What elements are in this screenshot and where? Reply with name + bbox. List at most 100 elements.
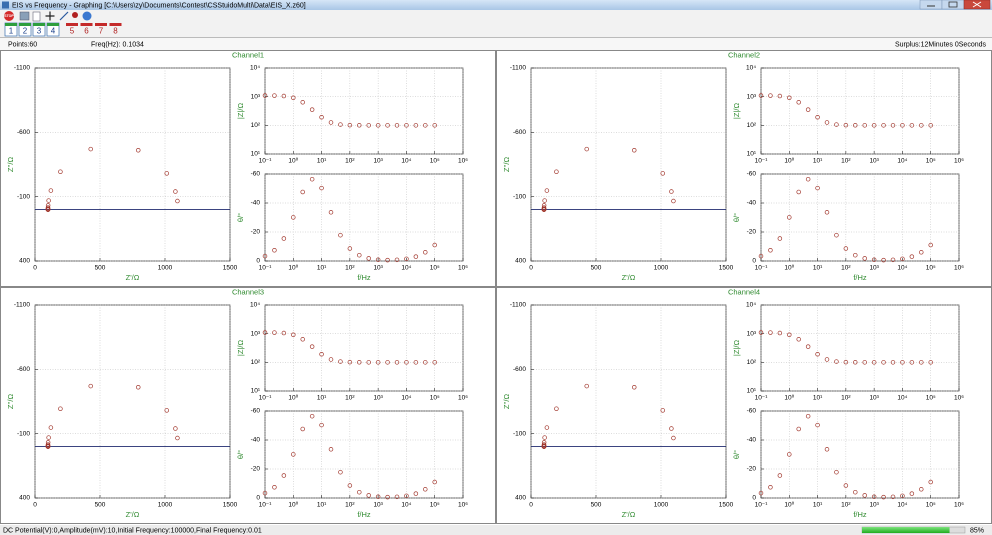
data-point: [262, 330, 268, 335]
x-tick-label: 10²: [841, 265, 851, 272]
tab-label[interactable]: 4: [51, 27, 56, 36]
data-point: [796, 100, 801, 105]
x-tick-label: 500: [95, 265, 106, 272]
data-point: [824, 447, 830, 452]
stop-button[interactable]: [4, 11, 14, 21]
data-point: [796, 189, 801, 195]
y-axis-title: |Z|/Ω: [732, 340, 741, 357]
data-point: [423, 123, 428, 128]
data-point: [394, 257, 400, 263]
data-point: [385, 360, 390, 365]
data-point: [671, 435, 676, 441]
tab-indicator: [109, 23, 122, 26]
x-tick-label: 10¹: [813, 502, 823, 509]
x-tick-label: 10⁻¹: [755, 158, 769, 165]
data-point: [385, 123, 390, 128]
x-tick-label: 10⁶: [458, 502, 468, 509]
x-tick-label: 10⁴: [897, 265, 907, 272]
plot-frame: [760, 304, 960, 392]
tab-label[interactable]: 2: [23, 27, 28, 36]
tab-label[interactable]: 3: [37, 27, 42, 36]
plot-frame: [264, 67, 464, 155]
data-point: [805, 413, 811, 419]
x-tick-label: 10¹: [317, 395, 327, 402]
data-point: [928, 242, 933, 248]
data-point: [787, 332, 792, 337]
data-point: [909, 123, 915, 128]
data-point: [404, 123, 409, 128]
data-point: [366, 493, 371, 498]
data-point: [862, 123, 867, 128]
tab-label[interactable]: 7: [99, 27, 104, 36]
y-axis-title: θ/°: [732, 450, 741, 459]
x-tick-label: 10³: [869, 502, 879, 509]
x-tick-label: 1500: [223, 502, 238, 509]
data-point: [862, 360, 867, 365]
x-tick-label: 1000: [654, 502, 669, 509]
tab-indicator: [66, 23, 78, 26]
x-tick-label: 10⁰: [784, 501, 794, 509]
marker-button[interactable]: [72, 12, 78, 18]
channel-title: Channel1: [232, 50, 264, 59]
y-tick-label: 0: [256, 495, 260, 502]
plot-frame: [530, 67, 727, 262]
app-icon: [2, 1, 9, 9]
data-point: [853, 123, 858, 128]
data-point: [824, 357, 830, 362]
x-tick-label: 10¹: [813, 158, 823, 165]
data-point: [347, 483, 353, 488]
tab-label[interactable]: 8: [113, 27, 118, 36]
tab-label[interactable]: 6: [84, 27, 89, 36]
data-point: [768, 330, 773, 335]
x-tick-label: 10¹: [317, 158, 327, 165]
x-tick-label: 10³: [373, 265, 383, 272]
data-point: [834, 359, 839, 364]
data-point: [58, 406, 63, 411]
channel-title: Channel3: [232, 287, 264, 296]
data-point: [394, 494, 400, 500]
x-axis-title: Z'/Ω: [622, 510, 636, 519]
data-point: [366, 256, 371, 261]
data-point: [262, 93, 268, 98]
help-button[interactable]: [82, 11, 92, 21]
y-tick-label: -20: [251, 466, 261, 473]
data-point: [338, 359, 343, 364]
y-tick-label: -100: [17, 193, 30, 200]
tab-indicator: [33, 23, 45, 26]
data-point: [394, 123, 400, 128]
y-tick-label: -600: [513, 366, 526, 373]
data-point: [541, 207, 547, 212]
x-tick-label: 10²: [841, 395, 851, 402]
data-point: [669, 426, 674, 431]
data-point: [660, 408, 665, 413]
data-point: [319, 114, 324, 120]
maximize-button[interactable]: [941, 0, 965, 10]
print-button[interactable]: [19, 11, 30, 21]
data-point: [834, 469, 839, 475]
data-point: [815, 422, 820, 428]
y-tick-label: -60: [251, 408, 261, 415]
minimize-button[interactable]: [919, 0, 943, 10]
x-tick-label: 10⁵: [430, 395, 440, 402]
data-point: [758, 330, 764, 335]
tab-label[interactable]: 5: [70, 27, 75, 36]
data-point: [919, 360, 924, 365]
document-button[interactable]: [32, 11, 41, 22]
data-point: [758, 93, 764, 98]
x-axis-title: f/Hz: [853, 510, 867, 519]
tab-label[interactable]: 1: [9, 27, 14, 36]
line-button[interactable]: [59, 11, 69, 21]
data-point: [584, 146, 589, 152]
data-point: [357, 252, 362, 258]
y-tick-label: 10²: [251, 122, 261, 129]
data-point: [881, 360, 886, 365]
data-point: [423, 487, 428, 492]
x-tick-label: 1000: [654, 265, 669, 272]
cursor-button[interactable]: [45, 11, 55, 21]
x-tick-label: 500: [591, 265, 602, 272]
data-point: [554, 169, 559, 174]
data-point: [871, 494, 877, 499]
data-point: [815, 351, 820, 357]
data-point: [843, 483, 849, 488]
